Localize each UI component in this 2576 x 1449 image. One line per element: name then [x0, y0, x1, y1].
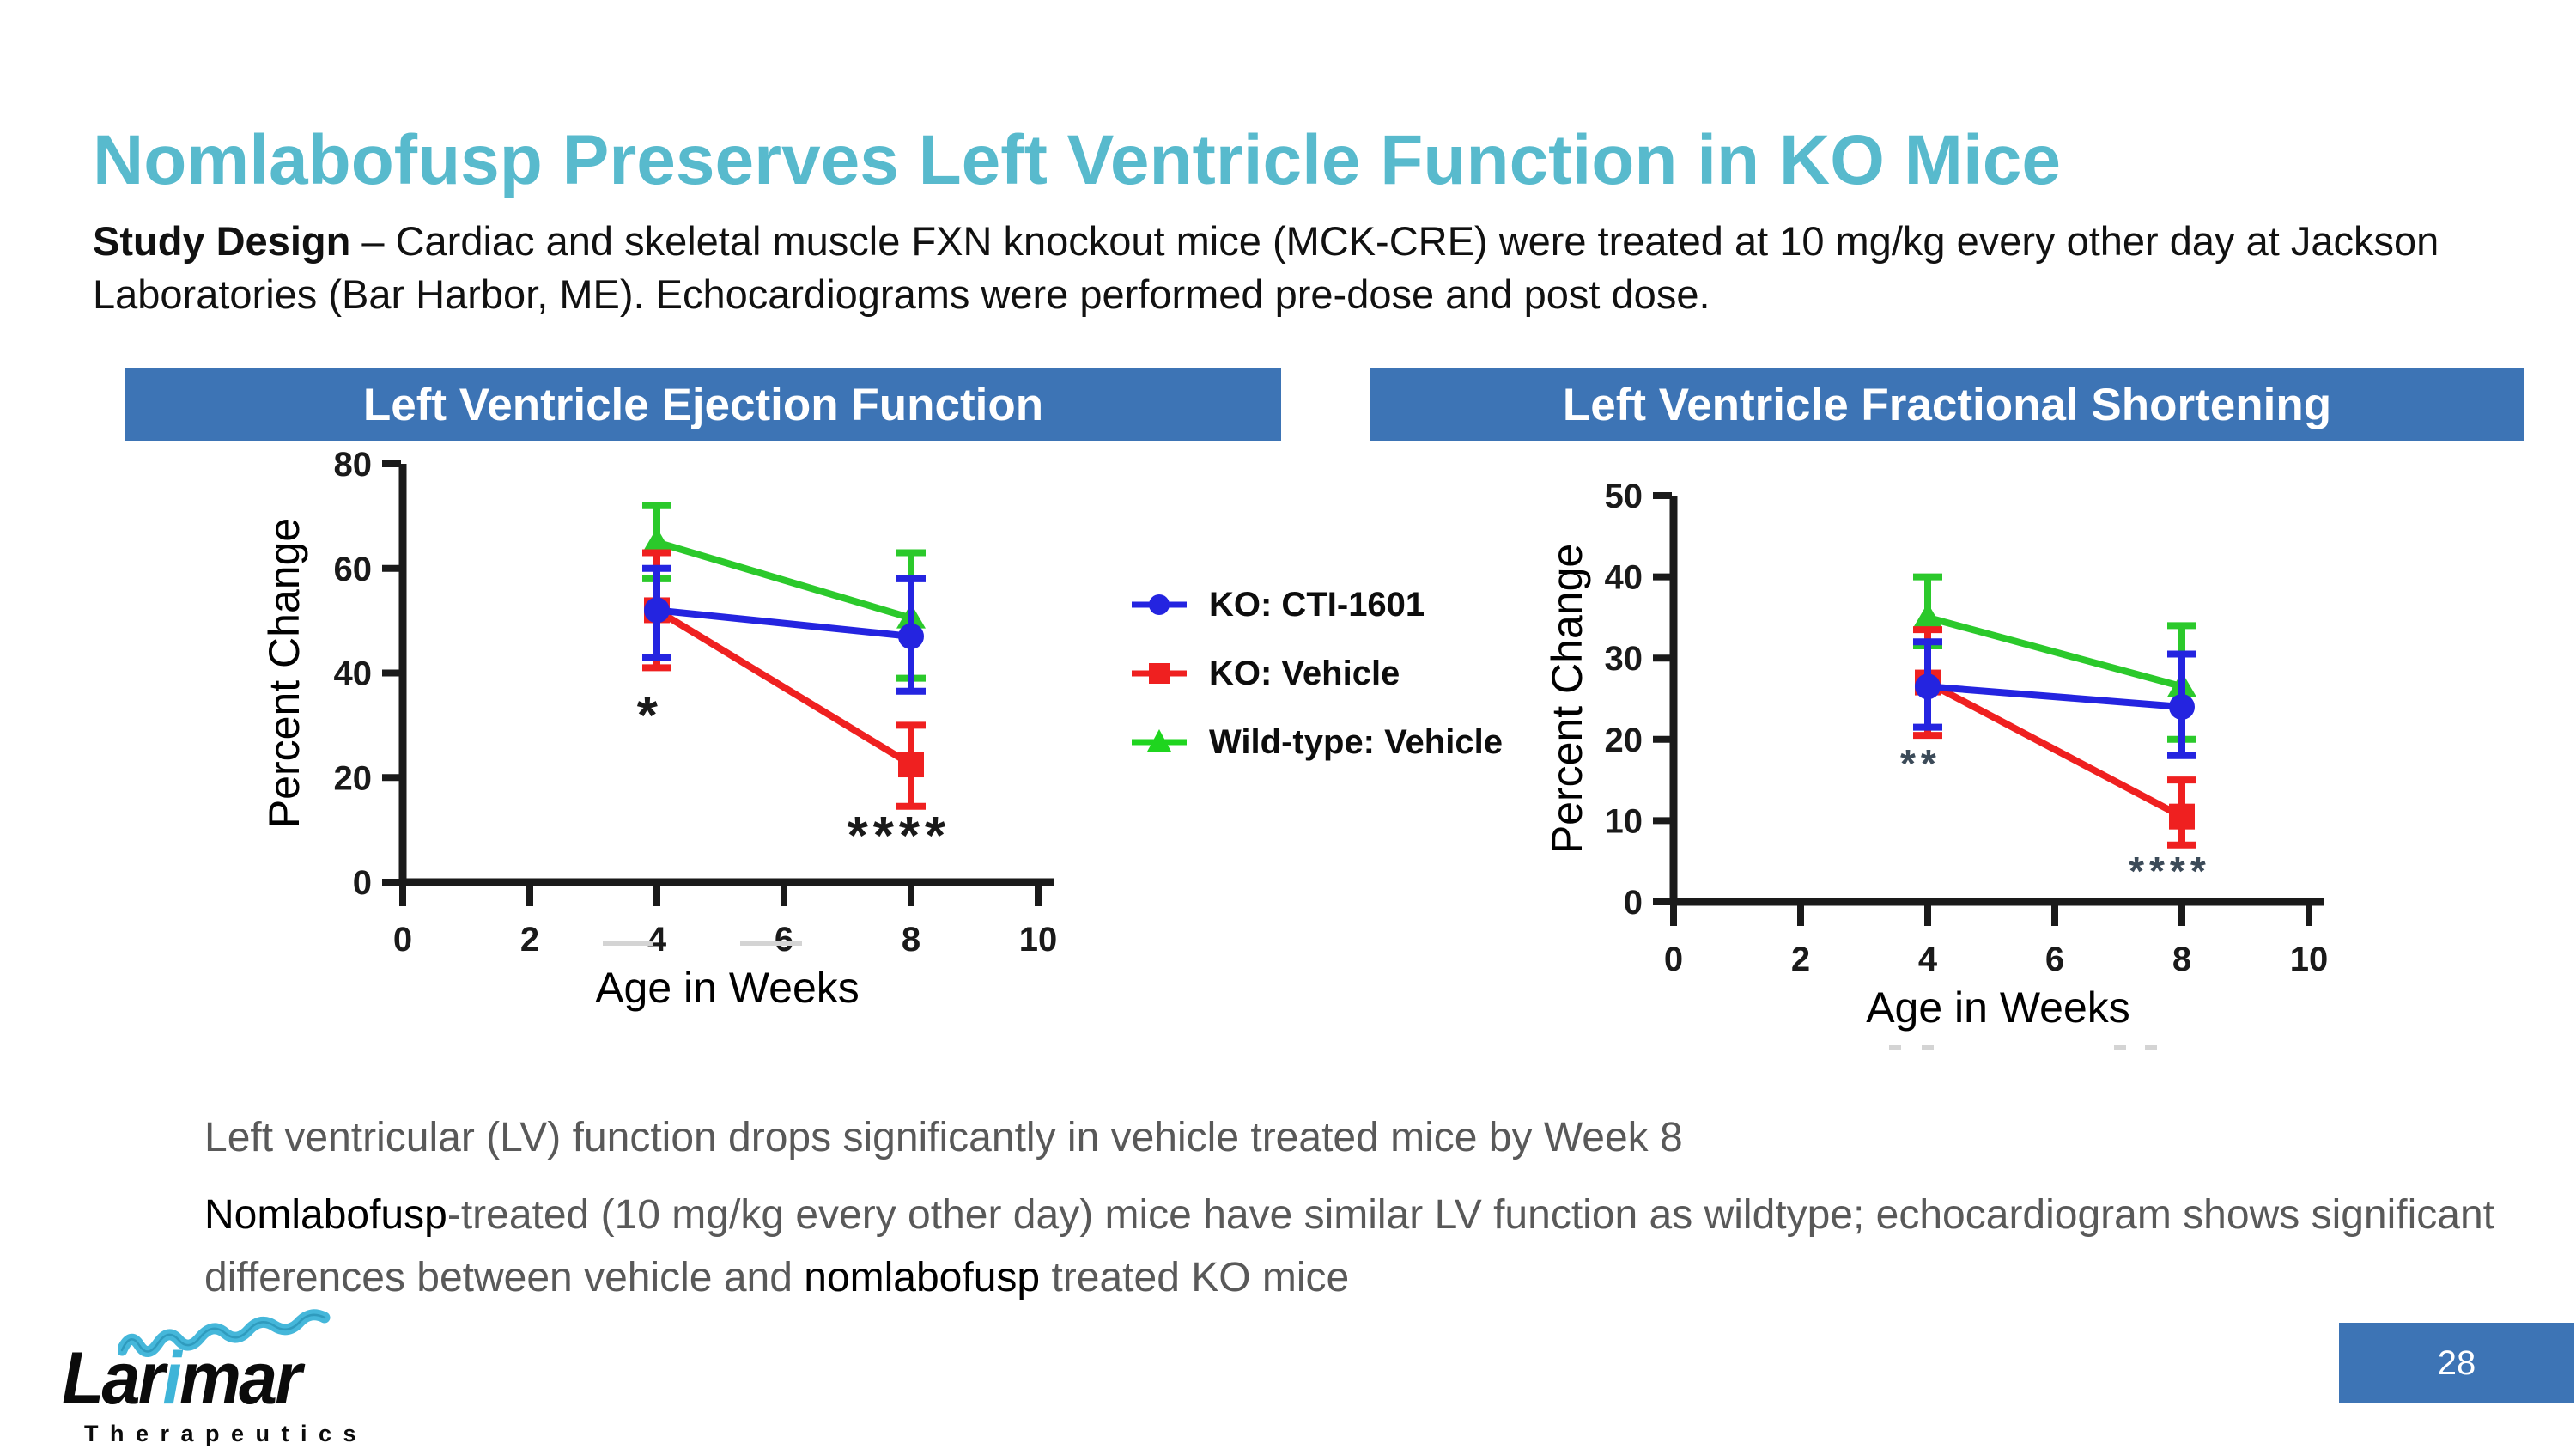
svg-text:8: 8 — [902, 921, 920, 959]
bullet-line: Nomlabofusp-treated (10 mg/kg every othe… — [204, 1184, 2523, 1309]
svg-text:2: 2 — [520, 921, 539, 959]
bullet-line: Left ventricular (LV) function drops sig… — [204, 1106, 2523, 1169]
legend-item: KO: Vehicle — [1130, 654, 1503, 692]
chart-header-ejection-function: Left Ventricle Ejection Function — [125, 368, 1281, 441]
cropped-text-artifact — [740, 941, 802, 946]
cropped-text-artifact — [2145, 1045, 2157, 1050]
cropped-text-artifact — [603, 941, 653, 946]
svg-text:0: 0 — [393, 921, 412, 959]
svg-text:4: 4 — [647, 921, 667, 959]
svg-text:Age in Weeks: Age in Weeks — [595, 964, 860, 1012]
circle-marker-icon — [1132, 594, 1187, 615]
svg-text:6: 6 — [775, 921, 793, 959]
svg-text:0: 0 — [1664, 941, 1683, 978]
svg-text:*: * — [637, 686, 663, 746]
svg-text:**: ** — [1900, 741, 1941, 786]
study-design-paragraph: Study Design – Cardiac and skeletal musc… — [93, 215, 2506, 321]
svg-text:20: 20 — [1605, 721, 1643, 759]
bullet-text-segment: -treated (10 mg/kg every other day) mice… — [204, 1192, 2495, 1300]
cropped-text-artifact — [1889, 1045, 1901, 1050]
square-marker-icon — [1132, 663, 1187, 684]
svg-text:40: 40 — [334, 655, 373, 693]
page-number-badge: 28 — [2339, 1323, 2574, 1403]
ejection-function-chart: 0 20 40 60 80 0 2 4 6 8 10 Percent Change Age in Wee… — [260, 446, 1058, 1012]
svg-text:80: 80 — [334, 446, 373, 484]
svg-text:40: 40 — [1605, 559, 1643, 597]
logo-wordmark: Larimar — [62, 1337, 302, 1420]
page-title: Nomlabofusp Preserves Left Ventricle Fun… — [93, 121, 2061, 199]
cropped-text-artifact — [2114, 1045, 2126, 1050]
svg-text:0: 0 — [353, 864, 372, 902]
chart-header-fractional-shortening: Left Ventricle Fractional Shortening — [1370, 368, 2524, 441]
cropped-text-artifact — [1922, 1045, 1934, 1050]
takeaway-text: Left ventricular (LV) function drops sig… — [204, 1106, 2523, 1324]
svg-text:****: **** — [2129, 849, 2211, 893]
larimar-logo: Larimar Therapeutics — [60, 1304, 356, 1446]
fractional-shortening-chart: 0 10 20 30 40 50 0 2 4 6 8 10 Percent Change Age in W… — [1543, 478, 2329, 1032]
study-design-text: – Cardiac and skeletal muscle FXN knocko… — [93, 218, 2439, 317]
bullet-text-segment: Nomlabofusp — [204, 1192, 447, 1238]
legend-item: KO: CTI-1601 — [1130, 585, 1503, 624]
bullet-text-segment: nomlabofusp — [804, 1255, 1041, 1300]
legend-label: Wild-type: Vehicle — [1209, 722, 1503, 761]
logo-cyan-i: i — [162, 1337, 181, 1420]
svg-text:30: 30 — [1605, 640, 1643, 678]
svg-text:2: 2 — [1791, 941, 1810, 978]
logo-subtext: Therapeutics — [84, 1421, 368, 1446]
svg-text:10: 10 — [2290, 941, 2329, 978]
svg-text:Percent Change: Percent Change — [1543, 544, 1591, 854]
svg-text:6: 6 — [2045, 941, 2064, 978]
svg-text:Age in Weeks: Age in Weeks — [1866, 983, 2130, 1032]
svg-text:Percent Change: Percent Change — [260, 518, 308, 828]
legend-label: KO: CTI-1601 — [1209, 585, 1425, 624]
svg-text:****: **** — [848, 807, 951, 866]
helix-ribbon-icon — [118, 1309, 331, 1357]
svg-text:8: 8 — [2172, 941, 2191, 978]
bullet-text-segment: treated KO mice — [1040, 1255, 1350, 1300]
svg-text:4: 4 — [1918, 941, 1938, 978]
triangle-marker-icon — [1132, 729, 1187, 752]
bullet-text-segment: Left ventricular (LV) function drops sig… — [204, 1115, 1683, 1160]
svg-text:20: 20 — [334, 759, 373, 797]
study-design-label: Study Design — [93, 218, 351, 264]
legend-item: Wild-type: Vehicle — [1130, 722, 1503, 761]
svg-text:10: 10 — [1605, 802, 1643, 840]
svg-text:0: 0 — [1624, 884, 1643, 922]
svg-text:60: 60 — [334, 551, 373, 588]
svg-text:10: 10 — [1019, 921, 1058, 959]
legend-label: KO: Vehicle — [1209, 654, 1400, 692]
svg-text:50: 50 — [1605, 478, 1643, 515]
chart-legend: KO: CTI-1601 KO: Vehicle Wild-type: Vehicl… — [1130, 585, 1503, 761]
